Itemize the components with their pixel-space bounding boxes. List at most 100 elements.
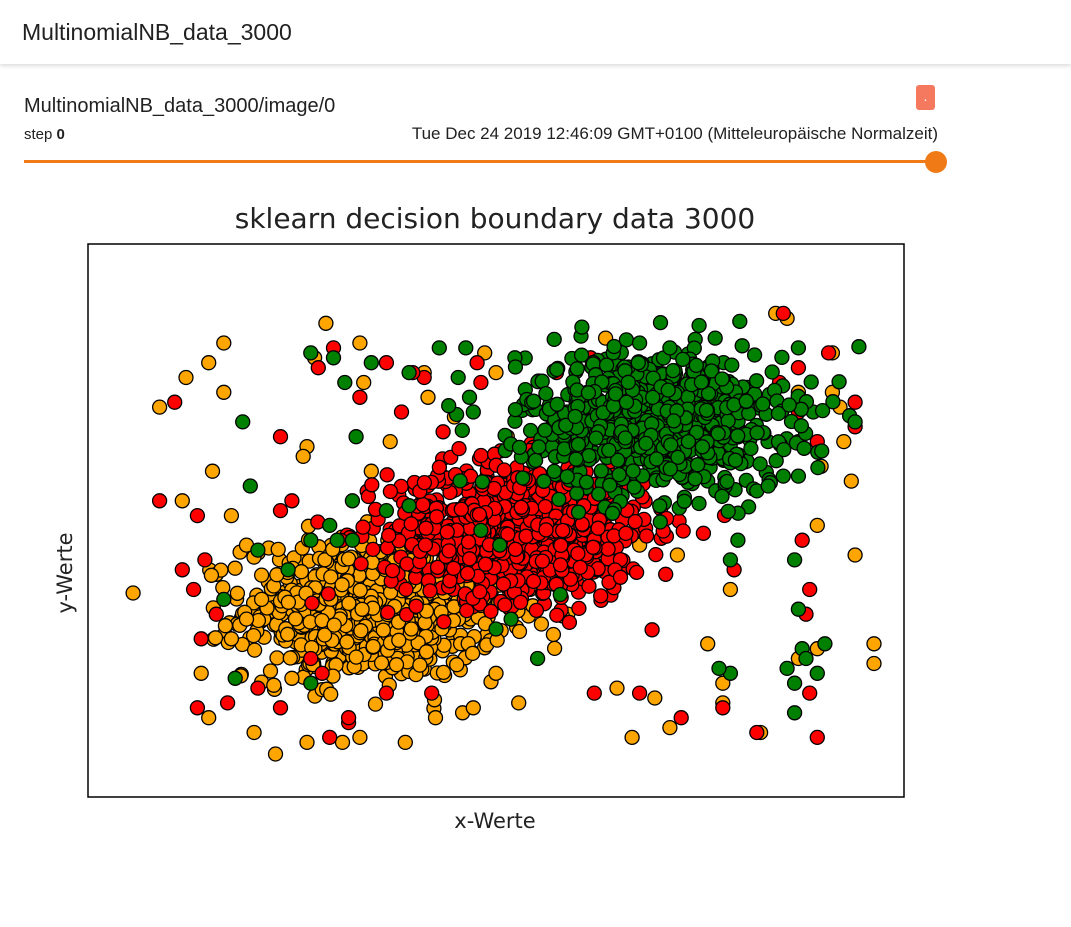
scatter-point bbox=[779, 660, 795, 677]
scatter-point bbox=[500, 526, 516, 542]
scatter-point bbox=[755, 396, 771, 412]
scatter-point bbox=[533, 616, 550, 632]
scatter-point bbox=[223, 631, 240, 647]
scatter-point bbox=[638, 528, 655, 544]
scatter-point bbox=[820, 345, 837, 361]
scatter-point bbox=[460, 534, 477, 550]
scatter-point bbox=[569, 485, 585, 501]
scatter-point bbox=[707, 330, 723, 346]
scatter-point bbox=[355, 519, 371, 535]
scatter-point bbox=[450, 369, 466, 386]
scatter-point bbox=[193, 665, 209, 681]
card-menu-button[interactable]: . bbox=[916, 85, 935, 110]
scatter-point bbox=[495, 576, 512, 592]
scatter-point bbox=[280, 562, 296, 578]
scatter-point bbox=[436, 614, 452, 630]
scatter-point bbox=[774, 349, 790, 366]
scatter-point bbox=[167, 394, 183, 410]
scatter-point bbox=[353, 623, 369, 639]
scatter-point bbox=[647, 690, 663, 706]
plot-frame bbox=[87, 243, 905, 798]
scatter-point bbox=[604, 505, 621, 521]
scatter-point bbox=[546, 331, 562, 348]
scatter-point bbox=[703, 363, 720, 379]
scatter-point bbox=[794, 532, 810, 548]
scatter-point bbox=[250, 680, 266, 696]
scatter-point bbox=[600, 541, 616, 557]
scatter-point bbox=[503, 611, 519, 627]
scatter-point bbox=[266, 677, 282, 693]
scatter-point bbox=[473, 447, 489, 464]
scatter-point bbox=[323, 686, 339, 702]
scatter-point bbox=[809, 665, 825, 681]
scatter-point bbox=[607, 386, 624, 402]
step-slider[interactable] bbox=[24, 151, 948, 173]
scatter-point bbox=[454, 422, 470, 439]
scatter-point bbox=[511, 695, 527, 711]
scatter-point bbox=[469, 355, 485, 371]
scatter-point bbox=[734, 338, 750, 354]
scatter-point bbox=[401, 364, 417, 381]
scatter-point bbox=[408, 598, 424, 614]
scatter-point bbox=[809, 517, 825, 534]
scatter-point bbox=[451, 440, 467, 457]
scatter-point bbox=[203, 567, 220, 583]
scatter-point bbox=[364, 477, 380, 493]
scatter-point bbox=[458, 340, 474, 356]
plot-title: sklearn decision boundary data 3000 bbox=[235, 202, 756, 235]
scatter-point bbox=[776, 441, 792, 458]
scatter-point bbox=[549, 396, 565, 412]
scatter-point bbox=[580, 385, 597, 401]
scatter-point bbox=[746, 347, 763, 363]
scatter-point bbox=[216, 335, 232, 351]
scatter-point bbox=[720, 503, 736, 520]
scatter-point bbox=[151, 399, 168, 415]
scatter-point bbox=[367, 696, 384, 712]
scatter-point bbox=[665, 362, 681, 379]
scatter-point bbox=[353, 556, 369, 572]
scatter-point bbox=[316, 627, 333, 643]
scatter-point bbox=[630, 355, 646, 371]
scatter-point bbox=[125, 585, 141, 601]
scatter-point bbox=[825, 394, 841, 410]
scatter-point bbox=[303, 532, 319, 548]
scatter-point bbox=[465, 700, 481, 716]
scatter-point bbox=[435, 664, 452, 681]
scatter-point bbox=[329, 532, 345, 548]
step-slider-track[interactable] bbox=[24, 160, 936, 163]
scatter-point bbox=[238, 611, 255, 627]
scatter-point bbox=[652, 498, 668, 514]
scatter-point bbox=[325, 350, 342, 366]
scatter-point bbox=[670, 449, 686, 465]
scatter-point bbox=[420, 389, 436, 405]
scatter-point bbox=[269, 650, 285, 666]
scatter-point bbox=[340, 551, 357, 567]
scatter-point bbox=[581, 578, 597, 594]
scatter-point bbox=[431, 340, 447, 356]
scatter-point bbox=[578, 474, 595, 490]
scatter-point bbox=[537, 422, 553, 438]
scatter-point bbox=[282, 650, 298, 666]
scatter-point bbox=[527, 452, 544, 469]
scatter-point bbox=[441, 398, 457, 414]
scatter-point bbox=[373, 655, 390, 671]
scatter-point bbox=[528, 602, 545, 619]
scatter-point bbox=[749, 724, 765, 741]
scatter-point bbox=[293, 564, 310, 580]
scatter-point bbox=[809, 729, 825, 746]
scatter-point bbox=[687, 471, 703, 487]
scatter-point bbox=[472, 584, 488, 600]
scatter-point bbox=[626, 479, 642, 495]
step-slider-knob[interactable] bbox=[925, 151, 947, 173]
scatter-point bbox=[727, 452, 744, 468]
scatter-point bbox=[449, 657, 465, 673]
scatter-point bbox=[424, 685, 440, 701]
scatter-point bbox=[412, 657, 428, 673]
scatter-point bbox=[459, 565, 476, 582]
scatter-point bbox=[492, 537, 508, 553]
scatter-point bbox=[662, 719, 678, 736]
scatter-point bbox=[559, 468, 575, 485]
scatter-point bbox=[722, 581, 739, 598]
scatter-point bbox=[267, 746, 284, 762]
scatter-point bbox=[322, 729, 338, 746]
